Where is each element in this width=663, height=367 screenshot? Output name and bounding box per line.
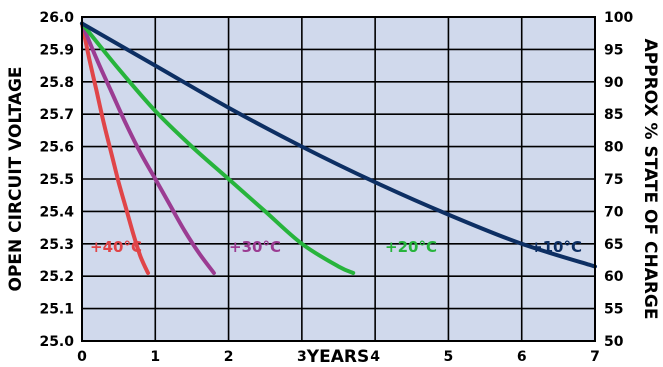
x-tick-labels: 0 1 2 3 4 5 6 7 (77, 349, 600, 365)
y2-tick-label: 65 (604, 237, 623, 253)
y2-tick-label: 95 (604, 42, 623, 58)
series-label-40c: +40°C (90, 238, 142, 256)
y-tick-label: 25.7 (39, 107, 74, 123)
x-tick-label: 2 (224, 349, 234, 365)
y2-tick-label: 80 (604, 140, 624, 156)
y2-axis-title: APPROX % STATE OF CHARGE (640, 39, 660, 320)
y-tick-label: 25.6 (39, 140, 74, 156)
y2-tick-label: 75 (604, 172, 623, 188)
series-label-20c: +20°C (385, 238, 437, 256)
y-tick-label: 25.1 (39, 302, 74, 318)
series-line (80, 21, 356, 275)
y2-tick-label: 55 (604, 302, 623, 318)
x-tick-label: 0 (77, 349, 87, 365)
y2-tick-label: 90 (604, 75, 624, 91)
y2-tick-label: 50 (604, 334, 624, 350)
y-tick-label: 25.3 (39, 237, 74, 253)
x-tick-label: 5 (444, 349, 454, 365)
y-axis-title: OPEN CIRCUIT VOLTAGE (6, 66, 26, 291)
y2-tick-label: 85 (604, 107, 623, 123)
plot-frame (81, 16, 596, 342)
series-line (80, 21, 597, 269)
x-tick-label: 7 (590, 349, 600, 365)
y-tick-label: 25.8 (39, 75, 74, 91)
x-tick-label: 6 (517, 349, 527, 365)
series-lines (80, 21, 597, 275)
x-tick-label: 3 (297, 349, 307, 365)
y2-tick-label: 60 (604, 269, 624, 285)
y2-tick-label: 70 (604, 204, 624, 220)
x-tick-label: 4 (370, 349, 380, 365)
y-tick-label: 25.4 (39, 204, 74, 220)
y-tick-label: 25.2 (39, 269, 74, 285)
y-tick-labels: 25.0 25.1 25.2 25.3 25.4 25.5 25.6 25.7 25.8 25.9… (39, 10, 74, 350)
x-tick-label: 1 (150, 349, 160, 365)
y-tick-label: 26.0 (39, 10, 74, 26)
series-label-10c: +10°C (530, 238, 582, 256)
series-line (80, 21, 216, 275)
series-line (80, 21, 150, 275)
y2-tick-labels: 50 55 60 65 70 75 80 85 90 95 100 (604, 10, 633, 350)
series-label-30c: +30°C (229, 238, 281, 256)
y-tick-label: 25.5 (39, 172, 74, 188)
y-tick-label: 25.9 (39, 42, 74, 58)
y2-tick-label: 100 (604, 10, 633, 26)
x-axis-title: YEARS (306, 347, 369, 367)
y-tick-label: 25.0 (39, 334, 74, 350)
